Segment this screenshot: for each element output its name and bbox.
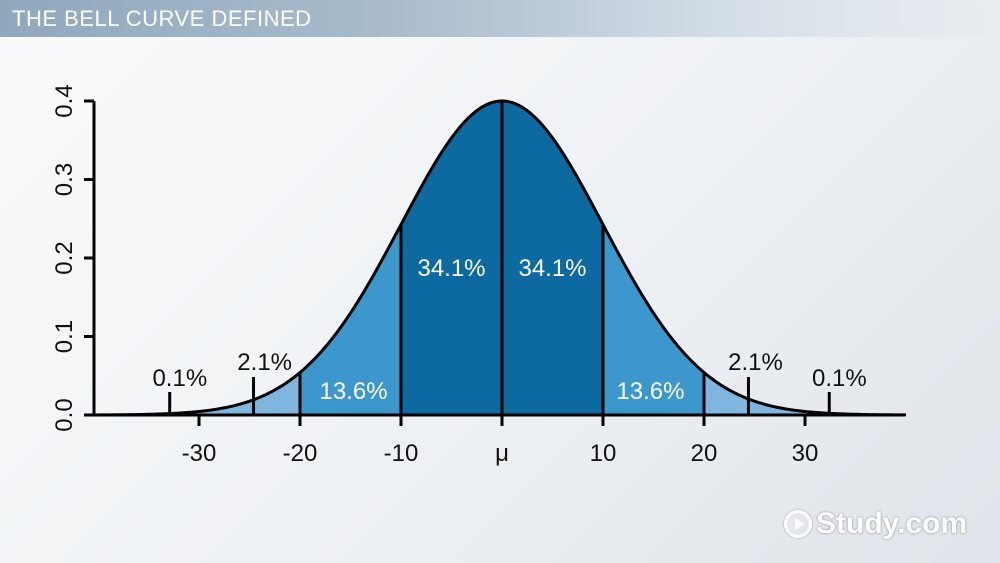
x-tick-label: 20 — [691, 440, 718, 467]
x-tick-label: -30 — [182, 440, 217, 467]
logo-text: Study.com — [816, 507, 968, 540]
region-4 — [199, 372, 300, 415]
region-percent-label: 0.1% — [152, 365, 207, 392]
y-tick-label: 0.2 — [51, 241, 78, 274]
x-tick-label: 30 — [792, 440, 819, 467]
x-tick-label: -20 — [283, 440, 318, 467]
y-tick-label: 0.3 — [51, 163, 78, 196]
x-tick-label: -10 — [384, 440, 419, 467]
study-com-logo: Study.com — [784, 506, 967, 542]
y-tick-label: 0.0 — [51, 398, 78, 431]
region-percent-label: 34.1% — [518, 255, 586, 282]
region-percent-label: 2.1% — [728, 349, 783, 376]
y-tick-label: 0.1 — [51, 320, 78, 353]
region-percent-label: 13.6% — [616, 378, 684, 405]
play-circle-icon — [784, 510, 812, 538]
x-tick-label: 10 — [590, 440, 617, 467]
title-bar: THE BELL CURVE DEFINED — [0, 0, 1000, 37]
page-title: THE BELL CURVE DEFINED — [12, 6, 312, 31]
x-tick-label: μ — [495, 440, 509, 467]
region-percent-label: 13.6% — [319, 378, 387, 405]
region-percent-label: 2.1% — [237, 349, 292, 376]
region-5 — [704, 372, 805, 415]
bell-curve-line — [97, 99, 907, 417]
region-percent-label: 0.1% — [812, 365, 867, 392]
y-tick-label: 0.4 — [51, 84, 78, 117]
region-percent-label: 34.1% — [417, 255, 485, 282]
